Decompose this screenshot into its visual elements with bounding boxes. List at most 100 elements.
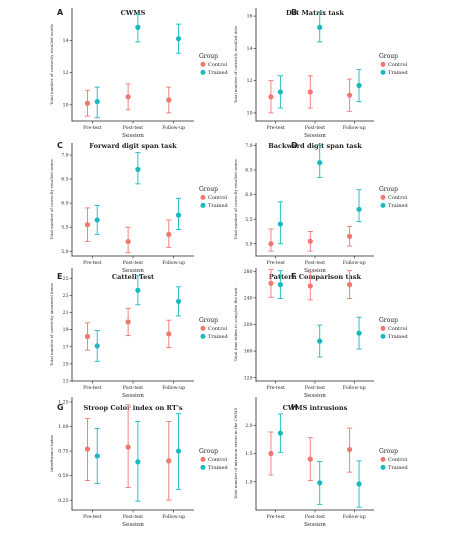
panel-letter: B (291, 8, 297, 17)
data-point-trained (175, 212, 182, 218)
data-point-control (268, 280, 274, 286)
data-point-trained (277, 89, 283, 95)
legend-title: Group (199, 317, 218, 324)
panel-letter: D (291, 141, 298, 150)
legend-entry: Trained (208, 203, 228, 209)
y-tick-label: 6.5 (61, 177, 68, 183)
y-axis-label: Total number of correctly recalled serie… (233, 159, 238, 239)
panel-letter: G (57, 403, 64, 412)
data-point-control (125, 238, 131, 245)
data-point-trained (94, 217, 100, 223)
y-tick-label: 10 (63, 102, 69, 108)
data-point-trained (94, 343, 100, 349)
legend-swatch-control (200, 61, 206, 67)
y-tick-label: 16 (247, 14, 253, 20)
y-tick-label: 5.0 (61, 249, 68, 255)
x-tick-label: Pre-test (267, 514, 285, 520)
x-axis-label: Session (122, 133, 144, 139)
x-tick-label: Post-test (123, 125, 143, 131)
data-point-trained (317, 160, 323, 166)
x-tick-label: Follow-up (162, 385, 185, 391)
y-tick-label: 14 (63, 38, 69, 44)
y-tick-label: 200 (244, 322, 253, 328)
x-tick-label: Follow-up (343, 385, 366, 391)
x-tick-label: Pre-test (83, 260, 101, 266)
x-axis-label: Session (304, 522, 326, 528)
data-point-trained (317, 480, 323, 486)
legend-entry: Control (208, 62, 227, 68)
panel-title: CWMS intrusions (283, 404, 348, 412)
legend-swatch-control (200, 325, 206, 331)
data-point-control (166, 97, 172, 103)
y-tick-label: 17 (63, 344, 69, 350)
data-point-trained (356, 330, 362, 336)
data-point-control (307, 89, 313, 95)
legend-entry: Trained (208, 465, 228, 471)
x-axis-label: Session (122, 393, 144, 399)
y-tick-label: 6.0 (245, 192, 252, 198)
legend-title: Group (199, 186, 218, 193)
data-point-control (307, 238, 313, 244)
y-tick-label: 10 (247, 111, 253, 117)
legend-swatch-control (380, 194, 386, 200)
legend-title: Group (379, 317, 398, 324)
x-tick-label: Pre-test (83, 514, 101, 520)
y-axis-label: Total time taken to complete the task (233, 287, 238, 361)
y-tick-label: 12 (63, 70, 69, 76)
data-point-trained (135, 287, 141, 293)
panel-title: Forward digit span task (89, 142, 177, 150)
legend-entry: Control (388, 62, 407, 68)
x-tick-label: Post-test (305, 385, 325, 391)
data-point-trained (277, 430, 283, 436)
y-tick-label: 120 (244, 375, 253, 381)
x-tick-label: Follow-up (343, 260, 366, 266)
legend-swatch-control (380, 325, 386, 331)
data-point-control (125, 94, 131, 100)
x-tick-label: Pre-test (267, 260, 285, 266)
x-tick-label: Post-test (123, 514, 143, 520)
y-tick-label: 6.0 (61, 201, 68, 207)
data-point-trained (277, 282, 283, 288)
panel-letter: F (291, 272, 296, 281)
y-tick-label: 15 (63, 361, 69, 367)
data-point-trained (135, 166, 141, 173)
legend-entry: Control (208, 195, 227, 201)
data-point-control (268, 94, 274, 100)
data-point-control (347, 92, 353, 98)
data-point-trained (94, 453, 100, 459)
x-axis-label: Session (304, 268, 326, 274)
legend-swatch-control (380, 61, 386, 67)
x-tick-label: Pre-test (83, 125, 101, 131)
panel-title: Pattern Comparison task (269, 273, 362, 281)
y-tick-label: 23 (63, 293, 69, 299)
y-tick-label: 6.5 (245, 168, 252, 174)
legend-entry: Control (208, 457, 227, 463)
data-point-trained (317, 24, 323, 30)
y-tick-label: 14 (247, 46, 253, 52)
y-tick-label: 280 (244, 269, 253, 275)
panel-a: A CWMS 10 12 14 Pre-test Post-test Follow-up Ses… (49, 8, 228, 139)
legend-entry: Control (388, 195, 407, 201)
y-tick-label: 5.0 (245, 241, 252, 247)
x-axis-label: Session (122, 522, 144, 528)
x-tick-label: Follow-up (162, 514, 185, 520)
legend-entry: Trained (388, 203, 408, 209)
panel-e: E Cattell Test 13 15 17 19 21 23 25 Pre-test Post-… (49, 268, 228, 399)
y-axis-label: Total number of correctly recalled dots (233, 26, 238, 103)
legend-title: Group (379, 53, 398, 60)
data-point-control (125, 319, 131, 325)
y-tick-label: 1.00 (58, 424, 68, 430)
x-axis-label: Session (304, 393, 326, 399)
x-axis-label: Session (304, 133, 326, 139)
legend-entry: Control (208, 326, 227, 332)
data-point-trained (356, 206, 362, 212)
data-point-control (166, 231, 172, 237)
legend-swatch-trained (200, 464, 206, 470)
y-axis-label: Total number of correctly answered items (49, 283, 54, 366)
x-tick-label: Post-test (305, 125, 325, 131)
y-axis-label: Total number of intrusion errors in the … (233, 408, 238, 500)
